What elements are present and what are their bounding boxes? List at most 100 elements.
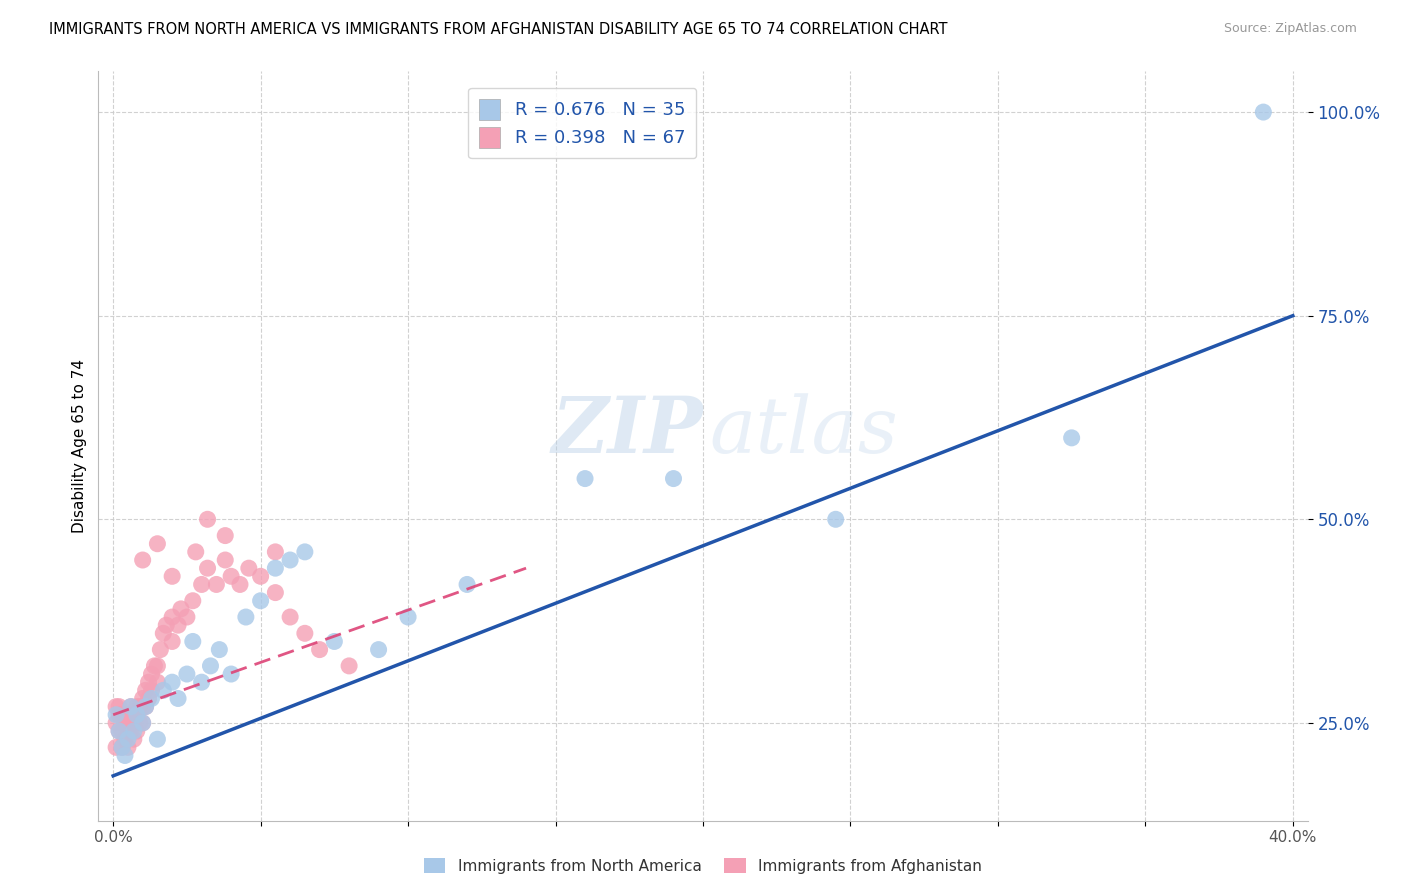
Point — [1253, 105, 1275, 120]
Point — [205, 577, 228, 591]
Point — [197, 561, 219, 575]
Point — [131, 691, 153, 706]
Point — [160, 569, 183, 583]
Text: Source: ZipAtlas.com: Source: ZipAtlas.com — [1223, 22, 1357, 36]
Point — [117, 715, 139, 730]
Point — [131, 715, 153, 730]
Point — [181, 593, 204, 607]
Point — [117, 732, 139, 747]
Point — [111, 740, 134, 755]
Point — [197, 512, 219, 526]
Point — [114, 715, 136, 730]
Point — [152, 683, 174, 698]
Point — [125, 699, 148, 714]
Point — [114, 748, 136, 763]
Point — [167, 618, 190, 632]
Point — [176, 667, 198, 681]
Legend: R = 0.676   N = 35, R = 0.398   N = 67: R = 0.676 N = 35, R = 0.398 N = 67 — [468, 88, 696, 159]
Point — [128, 715, 150, 730]
Point — [184, 545, 207, 559]
Y-axis label: Disability Age 65 to 74: Disability Age 65 to 74 — [72, 359, 87, 533]
Text: ZIP: ZIP — [551, 392, 703, 469]
Point — [138, 691, 160, 706]
Point — [125, 707, 148, 722]
Point — [160, 675, 183, 690]
Point — [105, 699, 128, 714]
Point — [323, 634, 346, 648]
Point — [141, 667, 163, 681]
Point — [122, 707, 145, 722]
Point — [141, 683, 163, 698]
Point — [120, 699, 142, 714]
Text: IMMIGRANTS FROM NORTH AMERICA VS IMMIGRANTS FROM AFGHANISTAN DISABILITY AGE 65 T: IMMIGRANTS FROM NORTH AMERICA VS IMMIGRA… — [49, 22, 948, 37]
Point — [662, 472, 685, 486]
Point — [135, 699, 157, 714]
Point — [278, 610, 301, 624]
Legend: Immigrants from North America, Immigrants from Afghanistan: Immigrants from North America, Immigrant… — [418, 852, 988, 880]
Text: atlas: atlas — [709, 392, 898, 469]
Point — [214, 528, 236, 542]
Point — [294, 545, 316, 559]
Point — [155, 618, 177, 632]
Point — [105, 740, 128, 755]
Point — [131, 699, 153, 714]
Point — [149, 642, 172, 657]
Point — [122, 732, 145, 747]
Point — [824, 512, 846, 526]
Point — [114, 707, 136, 722]
Point — [264, 585, 287, 599]
Point — [456, 577, 478, 591]
Point — [108, 699, 131, 714]
Point — [396, 610, 419, 624]
Point — [105, 707, 128, 722]
Point — [190, 675, 212, 690]
Point — [367, 642, 389, 657]
Point — [235, 610, 257, 624]
Point — [135, 699, 157, 714]
Point — [574, 472, 596, 486]
Point — [111, 740, 134, 755]
Point — [131, 715, 153, 730]
Point — [238, 561, 260, 575]
Point — [120, 707, 142, 722]
Point — [117, 740, 139, 755]
Point — [181, 634, 204, 648]
Point — [278, 553, 301, 567]
Point — [120, 699, 142, 714]
Point — [141, 691, 163, 706]
Point — [128, 699, 150, 714]
Point — [170, 602, 193, 616]
Point — [167, 691, 190, 706]
Point — [176, 610, 198, 624]
Point — [146, 675, 169, 690]
Point — [294, 626, 316, 640]
Point — [111, 707, 134, 722]
Point — [120, 724, 142, 739]
Point — [219, 569, 242, 583]
Point — [108, 724, 131, 739]
Point — [249, 593, 271, 607]
Point — [249, 569, 271, 583]
Point — [131, 553, 153, 567]
Point — [105, 715, 128, 730]
Point — [125, 724, 148, 739]
Point — [160, 610, 183, 624]
Point — [143, 659, 166, 673]
Point — [190, 577, 212, 591]
Point — [122, 715, 145, 730]
Point — [208, 642, 231, 657]
Point — [135, 683, 157, 698]
Point — [1060, 431, 1083, 445]
Point — [229, 577, 252, 591]
Point — [117, 724, 139, 739]
Point — [122, 724, 145, 739]
Point — [138, 675, 160, 690]
Point — [219, 667, 242, 681]
Point — [146, 659, 169, 673]
Point — [146, 537, 169, 551]
Point — [264, 561, 287, 575]
Point — [108, 707, 131, 722]
Point — [308, 642, 330, 657]
Point — [200, 659, 222, 673]
Point — [337, 659, 360, 673]
